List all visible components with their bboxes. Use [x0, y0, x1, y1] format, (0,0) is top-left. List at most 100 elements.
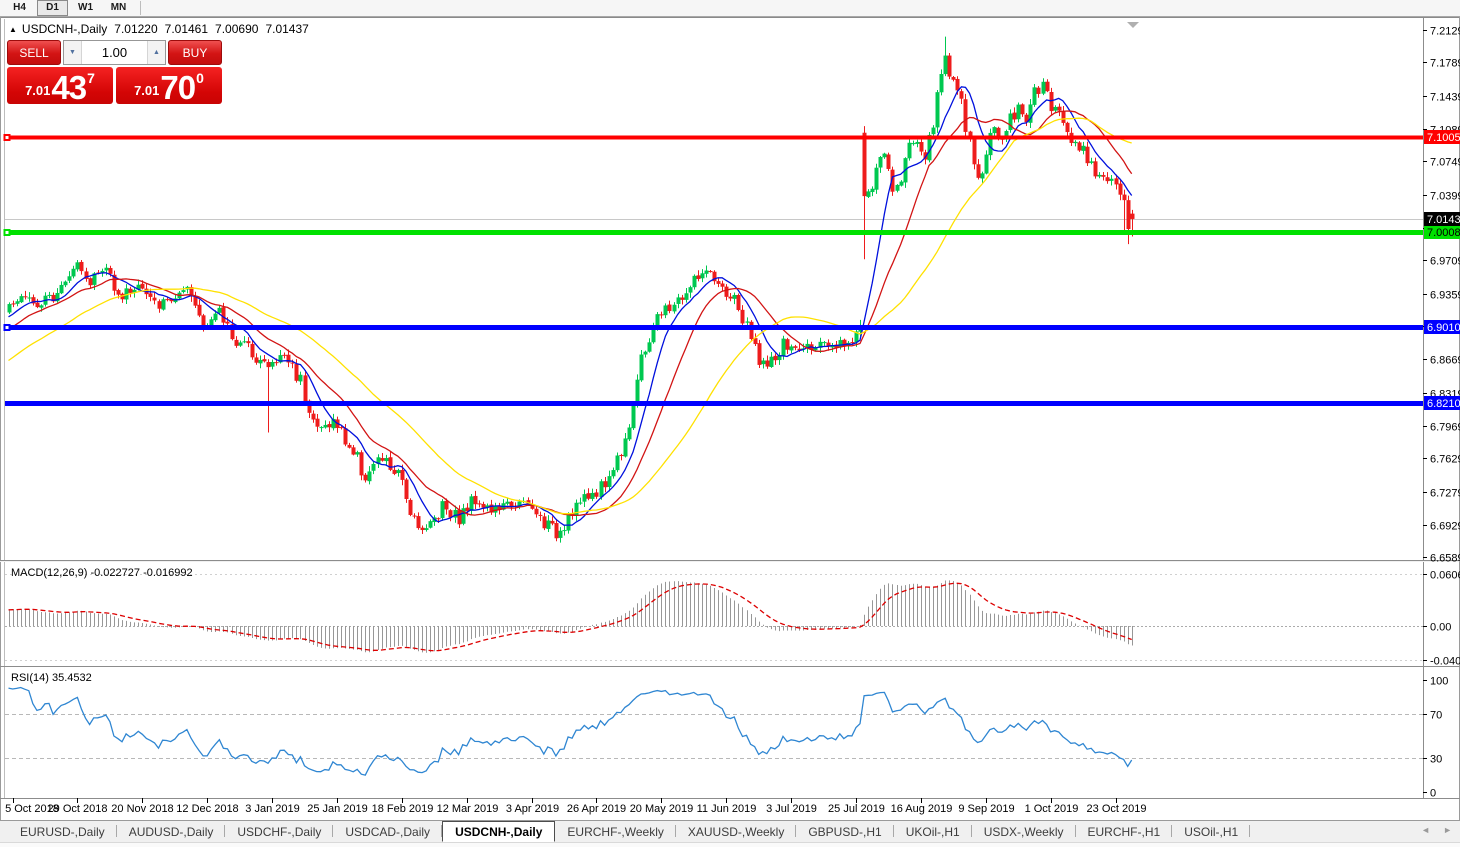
one-click-trading-panel: SELL ▼ 1.00 ▲ BUY 7.01 43 7 7.01 70 0	[7, 40, 222, 104]
moving-averages	[8, 86, 1133, 526]
svg-text:0: 0	[1430, 788, 1436, 800]
svg-text:7.10051: 7.10051	[1427, 132, 1460, 144]
tab-scroll-right-icon[interactable]: ►	[1443, 825, 1452, 835]
svg-text:70: 70	[1430, 710, 1442, 722]
ohlc-close: 7.01437	[265, 22, 309, 36]
chart-symbol-label: USDCNH-,Daily	[21, 22, 108, 36]
trade-controls-row: SELL ▼ 1.00 ▲ BUY	[7, 40, 222, 65]
timeframe-button-mn[interactable]: MN	[110, 2, 127, 13]
shift-marker-layer	[1127, 22, 1139, 28]
tab-scroll-left-icon[interactable]: ◄	[1421, 825, 1431, 835]
svg-text:7.17890: 7.17890	[1430, 58, 1460, 70]
svg-text:0.00: 0.00	[1430, 622, 1451, 634]
buy-button[interactable]: BUY	[168, 40, 222, 65]
ma-38-line	[8, 117, 1132, 515]
sell-price-pip: 7	[87, 70, 95, 86]
svg-text:16 Aug 2019: 16 Aug 2019	[891, 803, 953, 815]
svg-text:7.03990: 7.03990	[1430, 191, 1460, 203]
svg-text:1 Oct 2019: 1 Oct 2019	[1025, 803, 1079, 815]
shift-end-triangle-icon[interactable]	[1127, 22, 1139, 28]
svg-text:6.72790: 6.72790	[1430, 488, 1460, 500]
svg-text:7.01437: 7.01437	[1427, 214, 1460, 226]
horizontal-level-lines[interactable]	[3, 134, 1424, 406]
price-badges: 7.10051 7.00089 6.90100 6.82103 7.01437	[1424, 130, 1460, 410]
candlestick-series	[7, 36, 1135, 543]
chart-tab-eurchf-weekly[interactable]: EURCHF-,Weekly	[555, 821, 677, 842]
svg-text:26 Apr 2019: 26 Apr 2019	[567, 803, 626, 815]
buy-price-pip: 0	[196, 70, 204, 86]
svg-text:12 Dec 2018: 12 Dec 2018	[176, 803, 238, 815]
rsi-label-layer: RSI(14) 35.4532	[11, 672, 92, 684]
rsi-pane	[5, 686, 1423, 776]
volume-decrease-icon[interactable]: ▼	[64, 41, 82, 64]
svg-text:12 Mar 2019: 12 Mar 2019	[437, 803, 499, 815]
chart-tab-eurusd-daily[interactable]: EURUSD-,Daily	[8, 821, 117, 842]
macd-signal-line	[8, 582, 1132, 652]
svg-text:7.14390: 7.14390	[1430, 92, 1460, 104]
level-badge-7.10051	[1424, 130, 1460, 144]
buy-price-display[interactable]: 7.01 70 0	[116, 67, 222, 104]
svg-text:25 Jan 2019: 25 Jan 2019	[307, 803, 368, 815]
svg-text:7.21290: 7.21290	[1430, 26, 1460, 38]
chart-tab-usdcnh-daily[interactable]: USDCNH-,Daily	[442, 821, 556, 842]
chart-tab-eurchf-h1[interactable]: EURCHF-,H1	[1076, 821, 1173, 842]
ma-8-line	[8, 86, 1133, 526]
buy-price-main: 70	[160, 69, 196, 106]
svg-text:23 Oct 2019: 23 Oct 2019	[1087, 803, 1147, 815]
timeframe-toolbar: H4 D1 W1 MN	[0, 0, 1460, 17]
svg-text:100: 100	[1430, 676, 1448, 688]
chart-tabs: EURUSD-,Daily AUDUSD-,Daily USDCHF-,Daily U…	[0, 821, 1460, 843]
chart-tab-usdcad-daily[interactable]: USDCAD-,Daily	[333, 821, 442, 842]
svg-text:7.07490: 7.07490	[1430, 157, 1460, 169]
ma-17-line	[8, 110, 1133, 517]
volume-box: ▼ 1.00 ▲	[63, 40, 166, 65]
svg-text:20 May 2019: 20 May 2019	[630, 803, 694, 815]
sell-button[interactable]: SELL	[7, 40, 61, 65]
svg-text:3 Jul 2019: 3 Jul 2019	[766, 803, 817, 815]
sell-price-display[interactable]: 7.01 43 7	[7, 67, 113, 104]
chart-tab-xauusd-weekly[interactable]: XAUUSD-,Weekly	[676, 821, 797, 842]
rsi-axis: 100 70 30 0	[1423, 676, 1448, 800]
volume-increase-icon[interactable]: ▲	[147, 41, 165, 64]
svg-text:11 Jun 2019: 11 Jun 2019	[697, 803, 757, 815]
svg-text:0.060687: 0.060687	[1430, 570, 1460, 582]
svg-text:6.65890: 6.65890	[1430, 553, 1460, 565]
svg-text:7.00089: 7.00089	[1427, 227, 1460, 239]
level-badge-6.82103	[1424, 396, 1460, 410]
level-badge-7.00089	[1424, 225, 1460, 239]
svg-text:5 Oct 2018: 5 Oct 2018	[5, 803, 59, 815]
svg-text:9 Sep 2019: 9 Sep 2019	[958, 803, 1014, 815]
svg-text:-0.040437: -0.040437	[1430, 656, 1460, 668]
macd-label-layer: MACD(12,26,9) -0.022727 -0.016992	[11, 567, 193, 579]
chart-tab-usdx-weekly[interactable]: USDX-,Weekly	[972, 821, 1076, 842]
chart-tab-ukoil-h1[interactable]: UKOil-,H1	[894, 821, 972, 842]
collapse-triangle-icon[interactable]: ▲	[9, 24, 17, 34]
svg-text:6.69290: 6.69290	[1430, 521, 1460, 533]
svg-text:6.90100: 6.90100	[1427, 322, 1460, 334]
chart-tab-gbpusd-h1[interactable]: GBPUSD-,H1	[796, 821, 895, 842]
svg-text:6.97090: 6.97090	[1430, 256, 1460, 268]
chart-tab-bar: EURUSD-,Daily AUDUSD-,Daily USDCHF-,Daily U…	[0, 820, 1460, 847]
timeframe-buttons: H4 D1 W1 MN	[3, 0, 135, 16]
chart-tab-usoil-h1[interactable]: USOil-,H1	[1172, 821, 1251, 842]
macd-axis: 0.060687 0.00 -0.040437	[1423, 570, 1460, 668]
volume-input[interactable]: 1.00	[101, 45, 128, 60]
timeframe-button-h4[interactable]: H4	[13, 2, 26, 13]
svg-text:29 Oct 2018: 29 Oct 2018	[48, 803, 108, 815]
svg-text:6.86690: 6.86690	[1430, 355, 1460, 367]
macd-label: MACD(12,26,9) -0.022727 -0.016992	[11, 567, 193, 579]
svg-text:3 Apr 2019: 3 Apr 2019	[506, 803, 559, 815]
ohlc-low: 7.00690	[215, 22, 259, 36]
chart-tab-audusd-daily[interactable]: AUDUSD-,Daily	[117, 821, 226, 842]
svg-text:25 Jul 2019: 25 Jul 2019	[828, 803, 885, 815]
timeframe-button-w1[interactable]: W1	[78, 2, 93, 13]
timeframe-button-d1[interactable]: D1	[37, 0, 68, 16]
svg-text:6.79690: 6.79690	[1430, 422, 1460, 434]
chart-tab-usdchf-daily[interactable]: USDCHF-,Daily	[225, 821, 334, 842]
svg-text:30: 30	[1430, 754, 1442, 766]
buy-price-prefix: 7.01	[134, 83, 160, 98]
chart-title: ▲ USDCNH-,Daily 7.01220 7.01461 7.00690 …	[9, 22, 309, 36]
